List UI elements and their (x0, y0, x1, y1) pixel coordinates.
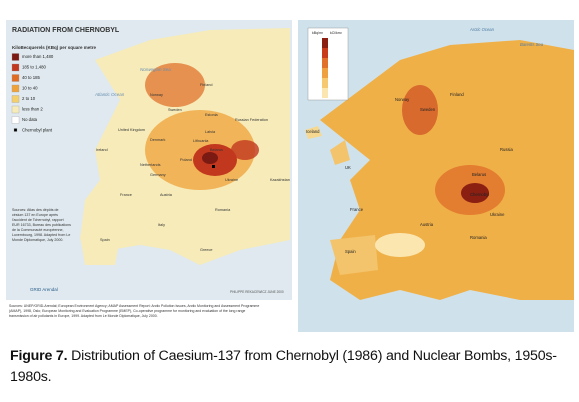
left-contamination (231, 140, 259, 160)
legend-header: kCi/km² (330, 31, 343, 35)
map-label: Ukraine (225, 178, 238, 182)
left-source-box (6, 300, 292, 332)
map-label: Denmark (150, 138, 166, 142)
map-label: Norway (395, 97, 410, 102)
right-legend: kBq/m² kCi/km² (307, 27, 349, 101)
map-label: Iceland (306, 129, 320, 134)
legend-label: less than 2 (22, 107, 43, 112)
right-contamination (402, 85, 438, 135)
map-label: Kazakhstan (270, 178, 290, 182)
legend-swatch (11, 105, 20, 114)
legend-swatch (322, 68, 328, 78)
caption-text: Distribution of Caesium-137 from Chernob… (10, 348, 557, 385)
map-label: France (350, 207, 364, 212)
map-label: Chernobyl (470, 192, 489, 197)
legend-swatch (11, 116, 20, 124)
map-label: Austria (420, 222, 434, 227)
left-land-west (80, 130, 136, 265)
map-label: Ukraine (490, 212, 505, 217)
source-text: Sources: UNEP/GRID-Arendal; European Env… (9, 304, 259, 318)
legend-label: Chernobyl plant (22, 128, 53, 133)
legend-label: 2 to 10 (22, 96, 36, 101)
map-label: Spain (100, 238, 110, 242)
logo: GRID Arendal (30, 287, 58, 292)
map-label: France (120, 193, 132, 197)
map-label: Spain (345, 249, 356, 254)
map-label: Russian Federation (235, 118, 268, 122)
right-land-west (330, 140, 378, 275)
map-label: Russia (500, 147, 513, 152)
legend-label: 185 to 1,480 (22, 65, 47, 70)
map-note: Sources: Atlas des dépôts de césium 137 e… (12, 208, 71, 242)
left-contamination (202, 152, 218, 164)
left-map-title: RADIATION FROM CHERNOBYL (12, 27, 120, 34)
map-label: United Kingdom (118, 128, 145, 132)
map-label: Sweden (420, 107, 436, 112)
legend-label: 10 to 40 (22, 86, 38, 91)
map-label: Atlantic Ocean (94, 92, 125, 97)
map-label: Italy (158, 223, 165, 227)
chernobyl-plant (212, 165, 215, 168)
legend-swatch (322, 78, 328, 88)
right-contamination (375, 233, 425, 257)
map-label: Finland (200, 83, 212, 87)
legend-swatch (11, 84, 20, 93)
legend-label: more than 1,480 (22, 54, 54, 59)
left-contamination (145, 63, 205, 107)
map-label: Norwegian Sea (140, 67, 171, 72)
legend-swatch (322, 58, 328, 68)
legend-title: KiloBecquerels (KBq) per square metre (12, 45, 97, 50)
credit: PHILIPPE REKACEWICZ JUNE 2000 (230, 290, 284, 294)
map-label: Sweden (168, 108, 182, 112)
map-label: Germany (150, 173, 166, 177)
map-label: Finland (450, 92, 464, 97)
left-legend: more than 1,480 185 to 1,480 40 to 185 10 t… (11, 53, 54, 133)
caption: Figure 7. Distribution of Caesium-137 fr… (10, 346, 572, 388)
legend-swatch (11, 53, 20, 61)
caption-label: Figure 7. (10, 348, 68, 364)
legend-label: No data (22, 117, 38, 122)
legend-header: kBq/m² (312, 31, 324, 35)
right-iceland (305, 126, 322, 139)
map-label: Barents Sea (520, 42, 544, 47)
legend-label: 40 to 185 (22, 75, 41, 80)
legend-swatch (11, 63, 20, 72)
map-label: Netherlands (140, 163, 161, 167)
map-label: Arctic Ocean (469, 27, 495, 32)
map-label: Ireland (96, 148, 108, 152)
legend-swatch (322, 48, 328, 58)
right-contamination (461, 183, 489, 203)
legend-swatch (11, 74, 20, 82)
map-label: Belarus (210, 148, 223, 152)
map-label: Norway (150, 93, 163, 97)
map-label: Austria (160, 193, 173, 197)
legend-swatch (322, 38, 328, 48)
legend-swatch (13, 128, 18, 132)
legend-swatch (11, 95, 20, 103)
right-land (320, 40, 574, 300)
legend-swatch (322, 88, 328, 98)
map-label: Lithuania (193, 139, 209, 143)
map-label: Poland (180, 158, 192, 162)
map-label: Romania (215, 208, 231, 212)
map-label: Estonia (205, 113, 219, 117)
map-label: Belarus (472, 172, 486, 177)
map-label: Greece (200, 248, 212, 252)
map-label: Latvia (205, 130, 216, 134)
figure: more than 1,480 185 to 1,480 40 to 185 10 t… (6, 20, 574, 332)
map-label: UK (345, 165, 351, 170)
map-label: Romania (470, 235, 487, 240)
